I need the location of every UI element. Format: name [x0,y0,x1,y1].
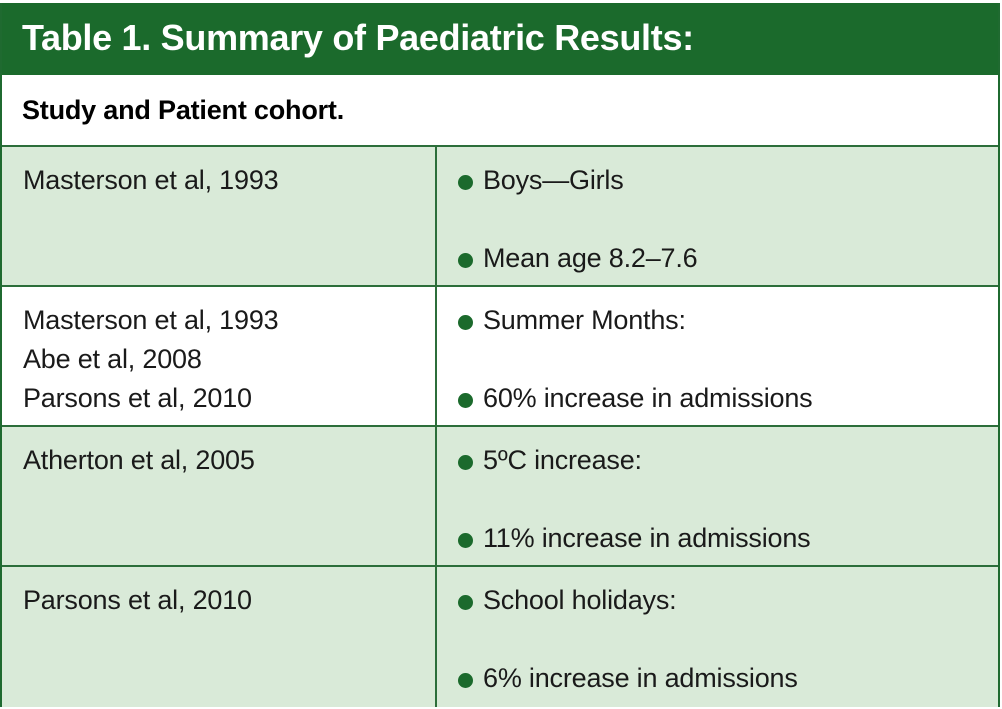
study-cell: Masterson et al, 1993 [23,161,423,200]
column-divider [435,427,437,565]
finding-item: Summer Months: [458,301,978,340]
finding-item: School holidays: [458,581,978,620]
finding-item: Mean age 8.2–7.6 [458,239,978,278]
table-row: Atherton et al, 2005 5ºC increase: 11% i… [2,425,998,565]
summary-table: Table 1. Summary of Paediatric Results: … [0,3,1000,707]
table-subtitle: Study and Patient cohort. [22,95,345,125]
bullet-icon [458,175,473,191]
findings-cell: 5ºC increase: 11% increase in admissions [458,441,978,558]
bullet-icon [458,595,473,611]
finding-item: 60% increase in admissions [458,379,978,418]
study-citation: Masterson et al, 1993 [23,165,279,195]
table-title: Table 1. Summary of Paediatric Results: [22,17,694,58]
finding-text: 5ºC increase: [483,445,642,475]
findings-cell: Summer Months: 60% increase in admission… [458,301,978,418]
finding-text: 60% increase in admissions [483,383,813,413]
finding-item: 6% increase in admissions [458,659,978,698]
study-citation: Parsons et al, 2010 [23,383,252,413]
bullet-icon [458,315,473,331]
finding-text: Mean age 8.2–7.6 [483,243,698,273]
bullet-icon [458,253,473,269]
finding-text: Summer Months: [483,305,686,335]
study-cell: Atherton et al, 2005 [23,441,423,480]
finding-text: School holidays: [483,585,677,615]
bullet-icon [458,455,473,471]
study-citation: Abe et al, 2008 [23,344,202,374]
study-cell: Masterson et al, 1993 Abe et al, 2008 Pa… [23,301,423,418]
finding-item: Boys—Girls [458,161,978,200]
bullet-icon [458,533,473,549]
table-title-bar: Table 1. Summary of Paediatric Results: [2,3,998,75]
finding-item: 11% increase in admissions [458,519,978,558]
table-row: Masterson et al, 1993 Boys—Girls Mean ag… [2,145,998,285]
table-body: Masterson et al, 1993 Boys—Girls Mean ag… [2,145,998,707]
table-row: Masterson et al, 1993 Abe et al, 2008 Pa… [2,285,998,425]
column-divider [435,287,437,425]
study-cell: Parsons et al, 2010 [23,581,423,620]
study-citation: Atherton et al, 2005 [23,445,255,475]
bullet-icon [458,393,473,409]
finding-text: 6% increase in admissions [483,663,798,693]
findings-cell: Boys—Girls Mean age 8.2–7.6 [458,161,978,278]
column-divider [435,567,437,707]
study-citation: Parsons et al, 2010 [23,585,252,615]
table-subtitle-bar: Study and Patient cohort. [2,75,998,145]
bullet-icon [458,673,473,689]
study-citation: Masterson et al, 1993 [23,305,279,335]
finding-item: 5ºC increase: [458,441,978,480]
findings-cell: School holidays: 6% increase in admissio… [458,581,978,698]
finding-text: Boys—Girls [483,165,624,195]
column-divider [435,147,437,285]
finding-text: 11% increase in admissions [483,523,811,553]
table-row: Parsons et al, 2010 School holidays: 6% … [2,565,998,707]
